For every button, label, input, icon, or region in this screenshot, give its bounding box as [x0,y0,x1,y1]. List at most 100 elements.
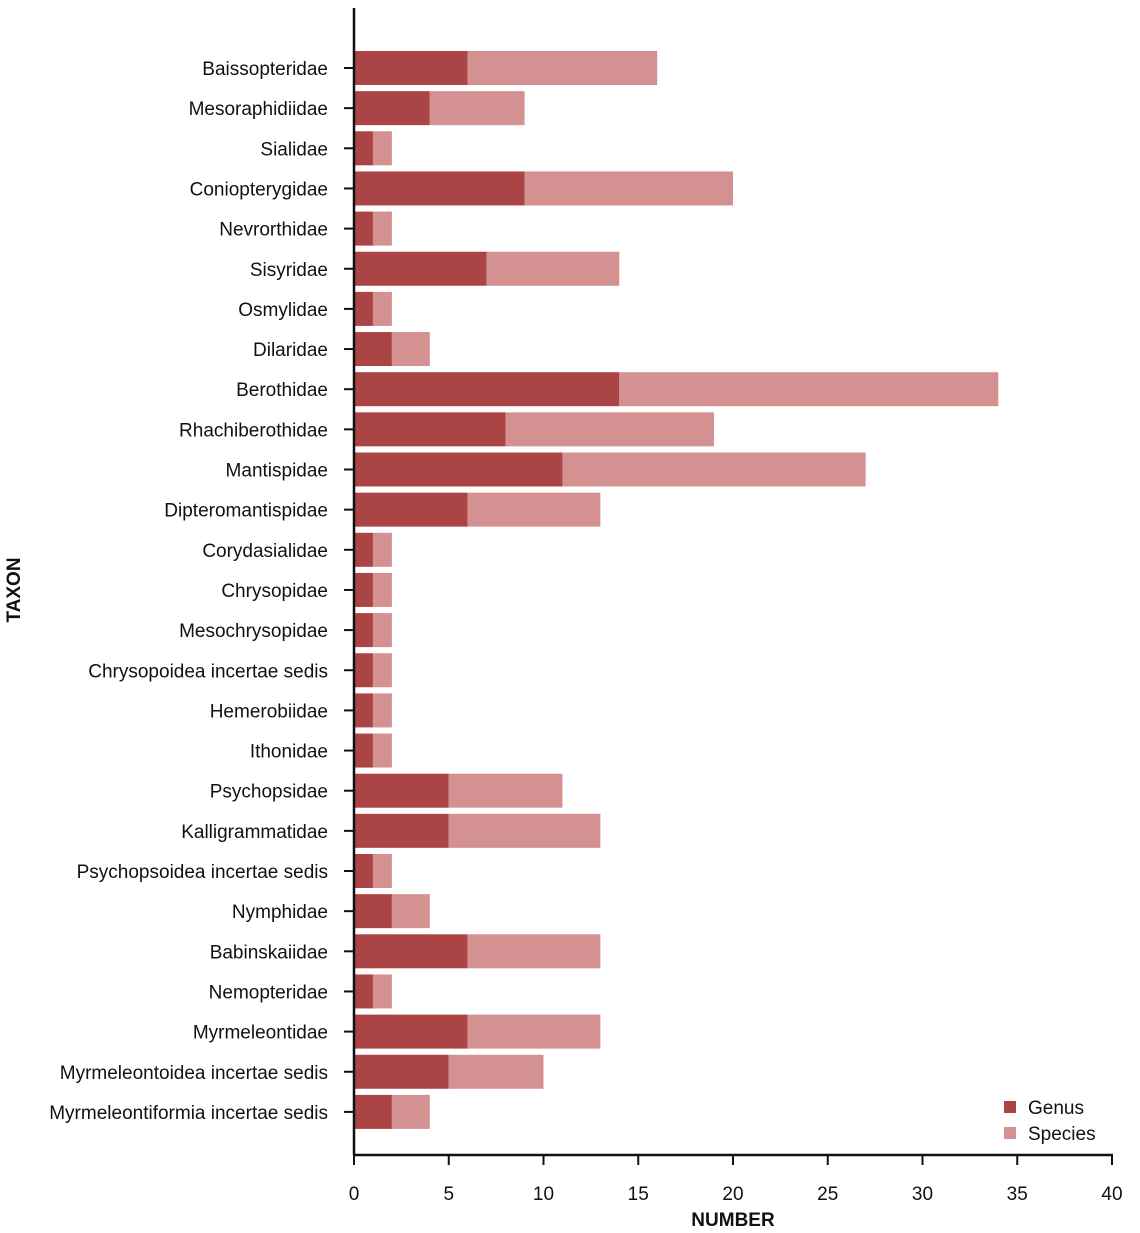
bar-genus-21 [354,894,392,929]
bar-genus-7 [354,332,392,367]
bar-species-3 [524,171,733,206]
category-label: Chrysopidae [221,581,328,602]
bar-species-18 [448,773,563,808]
x-tick-label: 5 [443,1184,454,1205]
bar-genus-14 [354,613,373,648]
category-label: Ithonidae [250,742,328,763]
bar-genus-25 [354,1054,449,1089]
bar-genus-4 [354,211,373,246]
bar-species-2 [372,131,392,166]
category-label: Myrmeleontiformia incertae sedis [49,1103,328,1124]
x-tick-labels: 0 5 10 15 20 25 30 35 40 [349,1184,1123,1205]
category-label: Chrysopoidea incertae sedis [88,661,328,682]
bar-genus-8 [354,372,620,407]
category-label: Sisyridae [250,260,328,281]
x-tick-label: 10 [533,1184,554,1205]
category-label: Osmylidae [238,300,328,321]
legend: Genus Species [1004,1098,1096,1145]
x-tick-label: 20 [722,1184,743,1205]
category-label: Nemopteridae [209,982,328,1003]
x-tick-label: 40 [1101,1184,1122,1205]
legend-swatch-genus [1004,1101,1016,1113]
category-label: Hemerobiidae [210,701,328,722]
category-label: Mesoraphidiidae [189,99,328,120]
bar-species-20 [372,854,392,888]
legend-label-genus: Genus [1028,1098,1084,1119]
bar-genus-23 [354,974,373,1009]
category-label: Psychopsoidea incertae sedis [77,862,328,883]
bar-genus-12 [354,532,373,567]
bar-species-23 [372,974,392,1009]
axes-layer [344,8,1113,1165]
bar-species-26 [391,1094,430,1129]
bar-species-9 [505,412,715,447]
bar-species-15 [372,653,392,688]
x-tick-label: 15 [628,1184,649,1205]
bar-species-10 [562,452,866,487]
category-label: Rhachiberothidae [179,420,328,441]
bar-species-5 [486,251,620,286]
bar-genus-13 [354,572,373,607]
bar-species-8 [619,372,999,407]
x-tick-label: 0 [349,1184,360,1205]
y-axis-title: TAXON [4,557,25,622]
x-tick-label: 25 [817,1184,838,1205]
bar-genus-6 [354,291,373,326]
category-label: Psychopsidae [210,782,328,803]
bar-species-0 [467,51,658,85]
category-label: Sialidae [260,139,328,160]
bar-genus-24 [354,1014,468,1049]
bar-genus-10 [354,452,563,487]
bar-species-19 [448,813,601,848]
bar-genus-15 [354,653,373,688]
bar-genus-22 [354,934,468,969]
bar-genus-3 [354,171,525,206]
bar-genus-26 [354,1094,392,1129]
x-tick-label: 35 [1007,1184,1028,1205]
x-axis-title: NUMBER [691,1210,775,1231]
category-label: Berothidae [236,380,328,401]
bar-genus-9 [354,412,506,447]
bar-species-22 [467,934,601,969]
category-label: Dilaridae [253,340,328,361]
category-label: Mesochrysopidae [179,621,328,642]
category-label: Dipteromantispidae [164,501,328,522]
bar-species-16 [372,693,392,728]
bar-genus-20 [354,854,373,888]
bar-species-17 [372,733,392,768]
category-label: Corydasialidae [202,541,328,562]
category-label: Babinskaiidae [210,942,328,963]
category-label: Myrmeleontoidea incertae sedis [60,1063,328,1084]
bar-species-13 [372,572,392,607]
bar-genus-5 [354,251,487,286]
bar-species-25 [448,1054,544,1089]
legend-swatch-species [1004,1127,1016,1139]
category-label: Nevrorthidae [219,220,328,241]
bar-species-4 [372,211,392,246]
category-label: Nymphidae [232,902,328,923]
bar-species-1 [429,91,525,126]
category-label: Baissopteridae [202,59,328,80]
bar-genus-0 [354,51,468,85]
bar-species-21 [391,894,430,929]
bar-genus-16 [354,693,373,728]
category-label: Mantispidae [226,461,328,482]
bar-species-11 [467,492,601,527]
bar-genus-1 [354,91,430,126]
category-label: Myrmeleontidae [193,1023,328,1044]
category-label: Kalligrammatidae [181,822,328,843]
bar-species-6 [372,291,392,326]
bar-genus-2 [354,131,373,166]
bar-genus-11 [354,492,468,527]
bars-layer [354,51,999,1129]
bar-genus-19 [354,813,449,848]
bar-species-24 [467,1014,601,1049]
bar-species-7 [391,332,430,367]
x-tick-label: 30 [912,1184,933,1205]
bar-genus-17 [354,733,373,768]
category-label: Coniopterygidae [190,179,328,200]
legend-label-species: Species [1028,1124,1096,1145]
category-labels: Baissopteridae Mesoraphidiidae Sialidae Con… [49,59,328,1124]
bar-species-12 [372,532,392,567]
